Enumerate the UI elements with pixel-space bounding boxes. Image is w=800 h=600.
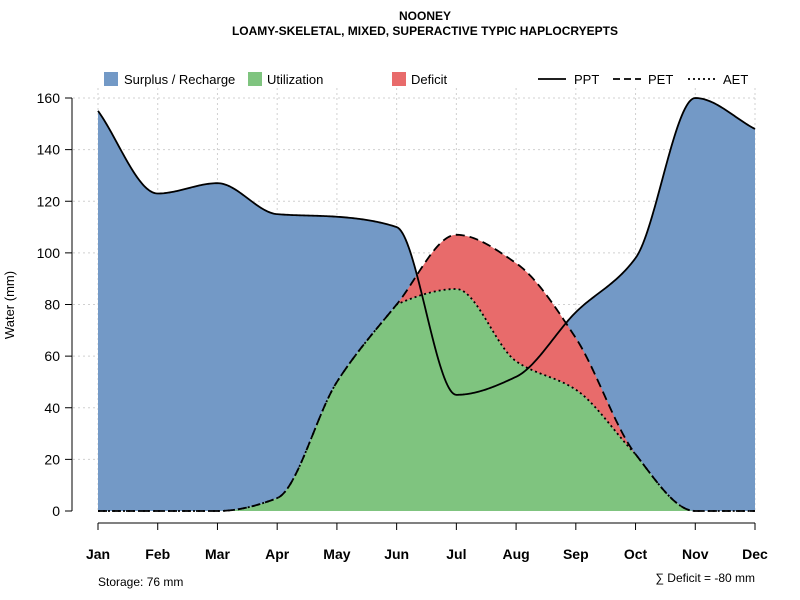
chart-title: NOONEY: [399, 9, 451, 23]
y-tick-label: 40: [44, 400, 60, 416]
legend-label: Deficit: [411, 72, 448, 87]
y-tick-label: 60: [44, 348, 60, 364]
x-tick-label: Feb: [145, 546, 170, 562]
surplus-area: [98, 98, 755, 511]
storage-annotation: Storage: 76 mm: [98, 575, 183, 589]
y-tick-label: 100: [37, 245, 61, 261]
x-tick-label: Nov: [682, 546, 709, 562]
x-tick-label: Sep: [563, 546, 589, 562]
legend-swatch-deficit: [392, 72, 406, 86]
utilization-area: [98, 289, 755, 511]
x-tick-label: Jan: [86, 546, 110, 562]
x-tick-label: Jun: [384, 546, 409, 562]
y-tick-label: 160: [37, 90, 61, 106]
y-tick-label: 80: [44, 297, 60, 313]
chart-subtitle: LOAMY-SKELETAL, MIXED, SUPERACTIVE TYPIC…: [232, 24, 618, 38]
legend: Surplus / Recharge Utilization Deficit PPT P…: [104, 72, 748, 87]
x-tick-label: Dec: [742, 546, 768, 562]
legend-swatch-utilization: [248, 72, 262, 86]
x-tick-label: Aug: [502, 546, 529, 562]
legend-label: PET: [648, 72, 673, 87]
x-tick-label: Jul: [446, 546, 466, 562]
y-axis-label: Water (mm): [2, 271, 17, 339]
legend-swatch-surplus: [104, 72, 118, 86]
y-tick-label: 140: [37, 142, 61, 158]
deficit-area: [98, 234, 755, 511]
series-lines: [97, 97, 756, 512]
x-tick-label: May: [323, 546, 350, 562]
x-tick-label: Apr: [265, 546, 290, 562]
series-pet-line: [98, 233, 755, 512]
legend-label: AET: [723, 72, 748, 87]
y-tick-label: 120: [37, 193, 61, 209]
area-fills: [98, 98, 755, 511]
legend-label: Utilization: [267, 72, 323, 87]
legend-label: PPT: [574, 72, 599, 87]
axes: 0 20 40 60 80 100 120 140 160 Jan Feb Mar Apr May Jun J…: [37, 90, 768, 562]
series-ppt-line: [97, 97, 756, 396]
x-tick-label: Mar: [205, 546, 230, 562]
deficit-annotation: ∑ Deficit = -80 mm: [655, 571, 755, 585]
y-tick-label: 0: [52, 503, 60, 519]
x-tick-label: Oct: [624, 546, 648, 562]
legend-label: Surplus / Recharge: [124, 72, 235, 87]
y-tick-label: 20: [44, 451, 60, 467]
